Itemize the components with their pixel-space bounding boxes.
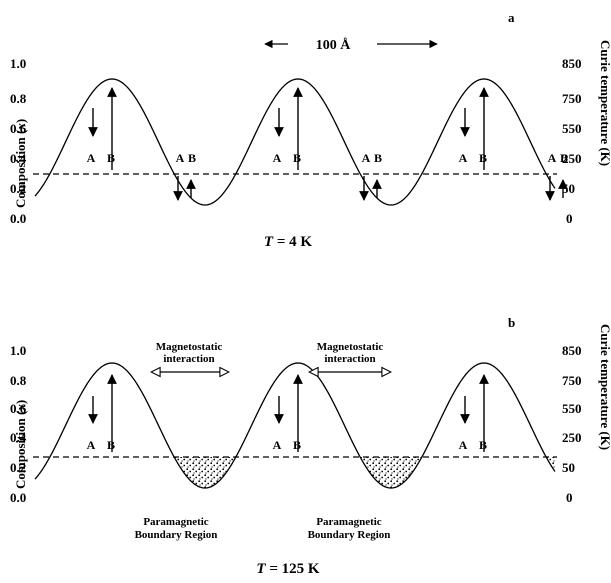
svg-text:250: 250 [562, 151, 582, 166]
scale-bar-label: 100 Å [316, 37, 352, 53]
svg-text:0.6: 0.6 [10, 121, 27, 136]
svg-text:A: A [176, 151, 185, 165]
svg-text:B: B [107, 151, 115, 165]
svg-text:0.8: 0.8 [10, 91, 27, 106]
svg-text:0: 0 [566, 490, 573, 505]
svg-text:850: 850 [562, 56, 582, 71]
svg-text:250: 250 [562, 430, 582, 445]
svg-text:550: 550 [562, 401, 582, 416]
svg-text:A: A [87, 438, 96, 452]
spin-arrows-a [88, 87, 568, 201]
paramagnetic-regions [175, 457, 555, 488]
left-axis-ticks-a: 1.0 0.8 0.6 0.4 0.2 0.0 [10, 56, 27, 226]
svg-text:0.2: 0.2 [10, 460, 26, 475]
composition-wave-b [34, 362, 556, 489]
svg-text:Magnetostatic: Magnetostatic [317, 341, 384, 353]
svg-text:A: A [548, 151, 557, 165]
svg-text:Paramagnetic: Paramagnetic [143, 516, 208, 528]
svg-text:A: A [273, 438, 282, 452]
scale-bar: 100 Å [264, 37, 438, 53]
svg-text:B: B [560, 151, 568, 165]
svg-text:750: 750 [562, 373, 582, 388]
svg-text:A: A [459, 151, 468, 165]
svg-text:A: A [87, 151, 96, 165]
panel-b-label: b [508, 315, 515, 330]
svg-text:0.4: 0.4 [10, 151, 27, 166]
svg-text:B: B [293, 151, 301, 165]
svg-text:B: B [479, 151, 487, 165]
svg-text:A: A [273, 151, 282, 165]
svg-text:A: A [459, 438, 468, 452]
svg-text:0.4: 0.4 [10, 430, 27, 445]
svg-text:550: 550 [562, 121, 582, 136]
svg-text:0.8: 0.8 [10, 373, 27, 388]
magnetostatic-interaction-labels: Magnetostatic interaction Magnetostatic … [156, 341, 384, 365]
svg-text:850: 850 [562, 343, 582, 358]
temperature-caption-a: T = 4 K [264, 234, 312, 250]
svg-text:0.6: 0.6 [10, 401, 27, 416]
svg-text:1.0: 1.0 [10, 56, 26, 71]
svg-text:interaction: interaction [163, 353, 214, 365]
svg-text:0: 0 [566, 211, 573, 226]
site-labels-a: A B A B A B A B A B A B [87, 151, 568, 165]
svg-text:Magnetostatic: Magnetostatic [156, 341, 223, 353]
svg-text:B: B [374, 151, 382, 165]
svg-text:0.0: 0.0 [10, 211, 26, 226]
svg-text:B: B [479, 438, 487, 452]
svg-text:0.0: 0.0 [10, 490, 26, 505]
svg-text:0.2: 0.2 [10, 181, 26, 196]
right-axis-label-a: Curie temperature (K) [598, 40, 611, 166]
svg-text:Boundary Region: Boundary Region [135, 529, 218, 541]
right-axis-ticks-a: 850 750 550 250 50 0 [562, 56, 582, 226]
panel-a-label: a [508, 10, 515, 25]
right-axis-label-b: Curie temperature (K) [598, 324, 611, 450]
panel-a: a 100 Å 1.0 0.8 0.6 0.4 0.2 0.0 Composit… [10, 10, 611, 250]
paramagnetic-boundary-labels: Paramagnetic Boundary Region Paramagneti… [135, 516, 391, 541]
svg-text:B: B [188, 151, 196, 165]
svg-text:Boundary Region: Boundary Region [308, 529, 391, 541]
svg-text:interaction: interaction [324, 353, 375, 365]
left-axis-ticks-b: 1.0 0.8 0.6 0.4 0.2 0.0 [10, 343, 27, 505]
svg-text:750: 750 [562, 91, 582, 106]
temperature-caption-b: T = 125 K [256, 561, 319, 577]
site-labels-b: A B A B A B [87, 438, 487, 452]
svg-text:Paramagnetic: Paramagnetic [316, 516, 381, 528]
right-axis-ticks-b: 850 750 550 250 50 0 [562, 343, 582, 505]
svg-text:B: B [293, 438, 301, 452]
svg-text:1.0: 1.0 [10, 343, 26, 358]
svg-text:B: B [107, 438, 115, 452]
svg-text:50: 50 [562, 460, 575, 475]
panel-b: b 1.0 0.8 0.6 0.4 0.2 0.0 Composition (x… [10, 315, 611, 577]
composition-wave-a [34, 78, 556, 206]
svg-text:A: A [362, 151, 371, 165]
svg-text:50: 50 [562, 181, 575, 196]
left-axis-label-a: Composition (x) [13, 119, 28, 208]
spin-arrows-b [88, 374, 489, 452]
left-axis-label-b: Composition (x) [13, 400, 28, 489]
